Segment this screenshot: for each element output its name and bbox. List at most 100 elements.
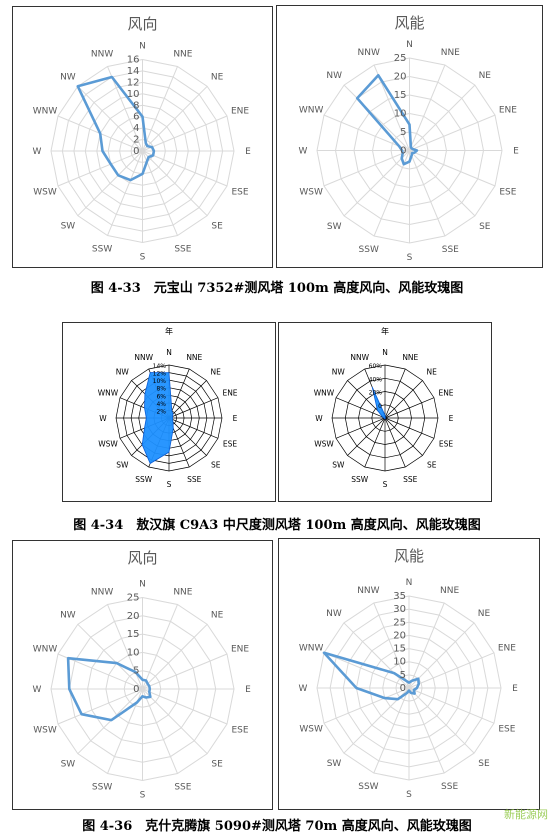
tick-label: 10 <box>127 89 140 100</box>
direction-label: E <box>245 147 251 157</box>
grid-spoke <box>142 66 178 152</box>
grid-spoke <box>323 652 410 689</box>
grid-spoke <box>364 417 386 468</box>
tick-label: 0 <box>133 684 139 695</box>
direction-label: N <box>139 42 146 52</box>
direction-label: ESE <box>499 187 516 197</box>
direction-label: NE <box>211 610 224 620</box>
direction-label: NNE <box>173 50 192 60</box>
grid-spoke <box>323 687 410 724</box>
direction-label: SSE <box>442 245 459 255</box>
tick-label: 5 <box>400 127 406 138</box>
direction-label: S <box>406 790 412 800</box>
direction-label: SE <box>211 461 221 470</box>
figure-caption-36: 图 4-36 克什克腾旗 5090#测风塔 70m 高度风向、风能玫瑰图 <box>82 819 472 834</box>
direction-label: S <box>140 253 146 263</box>
tick-label: 4% <box>156 401 166 408</box>
grid-spoke <box>408 602 445 689</box>
chart-svg: 风能 0 5 10 15 20 25 30 35N NNE NE ENE E ESE SE SSE S SSW SW… <box>299 547 519 800</box>
grid-spoke <box>323 150 410 187</box>
tick-label: 20 <box>393 630 406 641</box>
grid-spoke <box>408 687 475 754</box>
tick-label: 35 <box>393 591 406 602</box>
tick-label: 8% <box>156 386 166 393</box>
tick-label: 12% <box>153 371 167 378</box>
direction-label: ENE <box>498 643 516 653</box>
direction-label: NNW <box>91 50 113 60</box>
direction-label: SSE <box>174 245 191 255</box>
direction-label: NNE <box>186 353 202 362</box>
grid-spoke <box>343 150 410 217</box>
grid-spoke <box>77 85 143 152</box>
direction-label: NNW <box>357 586 379 596</box>
direction-label: WNW <box>33 645 58 655</box>
grid-spoke <box>384 368 406 419</box>
chart-svg: 风向 0 5 10 15 20 25 N NNE NE ENE E ESE SE SSE S SSW SW WSW W… <box>33 549 252 801</box>
direction-label: SW <box>332 461 345 470</box>
tick-label: 10% <box>153 378 167 385</box>
series-area <box>141 372 174 465</box>
grid-spoke <box>142 85 208 152</box>
direction-label: SSE <box>187 475 202 484</box>
direction-label: ENE <box>231 645 249 655</box>
direction-label: WNW <box>98 389 119 398</box>
direction-label: ENE <box>222 389 237 398</box>
figure-caption-34: 图 4-34 敖汉旗 C9A3 中尺度测风塔 100m 高度风向、风能玫瑰图 <box>73 518 481 533</box>
grid-spoke <box>142 688 178 774</box>
direction-label: S <box>407 253 413 263</box>
chart-svg: 风能 0 5 10 15 20 25 N NNE NE ENE E ESE SE SSE S SSW SW WSW W… <box>299 14 520 263</box>
direction-label: SE <box>478 759 490 769</box>
grid-spoke <box>335 417 386 439</box>
direction-label: S <box>140 791 146 801</box>
wind-direction-rose-34: 年 2% 4% 6% 8% 10% 12% 14% N NNE NE ENE E ESE SE SSE S SSW… <box>62 322 276 502</box>
wind-direction-rose-36: 风向 0 5 10 15 20 25 N NNE NE ENE E ESE SE SSE S SSW SW WSW W… <box>12 540 273 810</box>
tick-label: 25 <box>127 593 140 604</box>
direction-label: NE <box>211 72 224 82</box>
tick-label: 2 <box>133 135 139 146</box>
tick-label: 12 <box>127 77 140 88</box>
direction-label: SSE <box>441 782 458 792</box>
grid-spoke <box>343 84 410 151</box>
direction-label: E <box>233 414 238 423</box>
direction-label: WNW <box>299 643 324 653</box>
grid-spoke <box>142 150 208 217</box>
direction-label: WSW <box>314 439 334 448</box>
tick-label: 14% <box>153 363 167 370</box>
grid-spoke <box>168 368 190 419</box>
direction-label: NW <box>60 610 76 620</box>
direction-label: N <box>166 348 172 357</box>
grid-spoke <box>142 604 178 690</box>
tick-label: 4 <box>133 123 139 134</box>
series-area <box>371 386 386 420</box>
grid-spoke <box>384 380 423 419</box>
direction-label: SSW <box>359 245 379 255</box>
direction-label: ENE <box>499 106 517 116</box>
tick-label: 25 <box>393 617 406 628</box>
wind-energy-rose-34: 年 0 20% 40% 60% N NNE NE ENE E ESE SE SSE S SSW SW WSW W W… <box>278 322 492 502</box>
tick-label: 5 <box>400 670 406 681</box>
direction-label: W <box>299 147 308 157</box>
direction-label: N <box>382 348 388 357</box>
direction-label: NE <box>478 609 491 619</box>
tick-label: 6% <box>156 393 166 400</box>
direction-label: WSW <box>33 725 57 735</box>
direction-label: NNW <box>358 48 380 58</box>
direction-label: NNE <box>440 586 459 596</box>
grid-spoke <box>384 417 423 456</box>
direction-label: NW <box>332 367 346 376</box>
chart-title: 风向 <box>127 15 157 33</box>
grid-spoke <box>347 417 386 456</box>
direction-label: N <box>406 40 413 50</box>
grid-spoke <box>142 688 228 725</box>
grid-spoke <box>409 84 476 151</box>
grid-spoke <box>57 150 143 187</box>
direction-label: SSW <box>351 475 369 484</box>
chart-title: 风向 <box>127 549 157 567</box>
grid-spoke <box>57 688 143 725</box>
grid-spoke <box>409 150 446 237</box>
grid-spoke <box>384 417 435 439</box>
tick-label: 16 <box>127 55 140 66</box>
direction-label: ESE <box>231 187 248 197</box>
direction-label: S <box>167 480 172 489</box>
grid-spoke <box>409 150 496 187</box>
